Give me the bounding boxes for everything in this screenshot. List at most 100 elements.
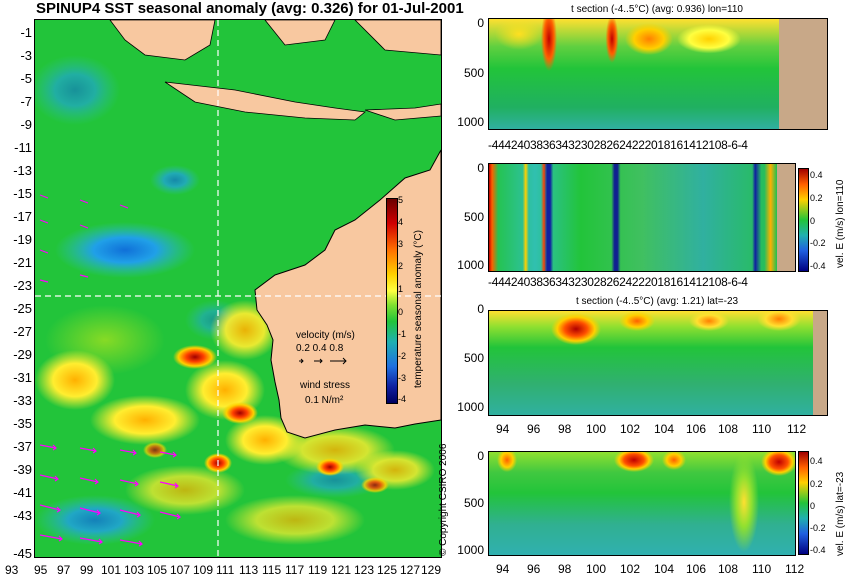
lat-tick: -13: [13, 163, 32, 178]
colorbar-tick: 0.4: [810, 170, 823, 180]
depth-tick: 500: [463, 496, 484, 510]
land-mask: [813, 311, 827, 415]
panel-1-title: t section (-4..5°C) (avg: 0.936) lon=110: [571, 4, 743, 15]
colorbar-tick: 1: [398, 284, 404, 294]
lon-tick: 104: [654, 562, 675, 576]
lat-tick: -21: [13, 255, 32, 270]
lat-tick: -41: [13, 485, 32, 500]
depth-tick: 0: [477, 161, 484, 175]
lon-tick: 127: [400, 563, 421, 577]
panel-4-side-label: vel. E (m/s) lat=-23: [835, 471, 846, 556]
panel-2-plot: [488, 163, 796, 272]
lat-tick: -1: [20, 25, 32, 40]
colorbar-tick: 0: [398, 307, 404, 317]
map-title: SPINUP4 SST seasonal anomaly (avg: 0.326…: [36, 0, 464, 17]
depth-tick: 1000: [457, 115, 484, 129]
colorbar-tick: 0.2: [810, 193, 823, 203]
colorbar-tick: -0.4: [810, 261, 826, 271]
lon-tick: 98: [558, 562, 572, 576]
panel-2-side-label: vel. E (m/s) lon=110: [835, 179, 846, 268]
copyright-notice: © Copyright CSIRO 2006: [438, 443, 449, 556]
lat-tick: -15: [13, 186, 32, 201]
lon-tick: 97: [57, 563, 71, 577]
lon-tick: 98: [558, 422, 572, 436]
lon-tick: 125: [377, 563, 398, 577]
velocity-legend-title: velocity (m/s): [296, 330, 355, 341]
colorbar-tick: 2: [398, 261, 404, 271]
panel-2-colorbar: [798, 168, 809, 272]
lon-tick: 117: [285, 563, 305, 577]
lon-tick: 93: [5, 563, 19, 577]
depth-tick: 500: [463, 351, 484, 365]
lon-tick: 113: [239, 563, 259, 577]
lat-tick: -3: [20, 48, 32, 63]
lon-tick: 119: [308, 563, 328, 577]
lon-tick: 102: [620, 422, 641, 436]
lon-tick: 106: [686, 422, 707, 436]
lon-tick: 121: [331, 563, 352, 577]
colorbar-tick: -0.2: [810, 523, 826, 533]
lat-tick: -37: [13, 439, 32, 454]
lat-tick: -25: [13, 301, 32, 316]
panel-4-plot: [488, 451, 796, 556]
lon-tick: 110: [752, 562, 772, 576]
lon-tick: 94: [496, 562, 510, 576]
lon-tick: 94: [496, 422, 510, 436]
depth-tick: 500: [463, 210, 484, 224]
lon-tick: 101: [101, 563, 122, 577]
lon-tick: 129: [421, 563, 442, 577]
lon-tick: 96: [527, 422, 541, 436]
sst-anomaly-map: [35, 20, 441, 557]
colorbar-tick: 5: [398, 195, 404, 205]
lat-tick: -33: [13, 393, 32, 408]
colorbar-tick: 0: [810, 216, 816, 226]
lon-tick: 95: [34, 563, 48, 577]
lat-tick: -43: [13, 508, 32, 523]
lon-tick: 109: [193, 563, 214, 577]
wind-stress-value: 0.1 N/m²: [305, 395, 344, 406]
panel-1-x-axis: -4442403836343230282624222018161412108-6…: [488, 138, 748, 152]
lon-tick: 112: [785, 562, 805, 576]
depth-tick: 0: [477, 16, 484, 30]
panel-4-colorbar: [798, 451, 809, 555]
lon-tick: 104: [654, 422, 675, 436]
wind-stress-title: wind stress: [300, 380, 351, 391]
lon-tick: 108: [718, 422, 739, 436]
lat-tick: -45: [13, 546, 32, 561]
depth-tick: 1000: [457, 543, 484, 557]
lat-tick: -27: [13, 324, 32, 339]
depth-tick: 0: [477, 449, 484, 463]
colorbar-tick: -4: [398, 394, 407, 404]
panel-2-x-axis: -4442403836343230282624222018161412108-6…: [488, 275, 748, 289]
colorbar-tick: -1: [398, 329, 407, 339]
lon-tick: 96: [527, 562, 541, 576]
panel-1-plot: [488, 18, 828, 130]
land-mask: [777, 164, 795, 271]
map-plot: [34, 19, 442, 558]
lon-tick: 112: [787, 422, 807, 436]
colorbar-tick: 4: [398, 217, 404, 227]
lon-tick: 111: [216, 563, 235, 577]
lon-tick: 103: [124, 563, 145, 577]
colorbar-tick: -2: [398, 351, 407, 361]
lon-tick: 99: [80, 563, 94, 577]
lon-tick: 106: [686, 562, 707, 576]
lat-tick: -11: [14, 140, 32, 155]
sst-colorbar: [386, 198, 398, 404]
lat-tick: -29: [13, 347, 32, 362]
depth-tick: 1000: [457, 400, 484, 414]
lon-tick: 100: [586, 562, 607, 576]
panel-3-plot: [488, 310, 828, 416]
lon-tick: 123: [354, 563, 375, 577]
velocity-legend-values: 0.2 0.4 0.8: [296, 343, 344, 354]
depth-tick: 0: [477, 302, 484, 316]
lat-tick: -23: [13, 278, 32, 293]
lat-tick: -17: [13, 209, 32, 224]
lon-tick: 100: [586, 422, 607, 436]
lat-tick: -19: [13, 232, 32, 247]
colorbar-label: temperature seasonal anomaly (°C): [413, 230, 424, 388]
colorbar-tick: -3: [398, 373, 407, 383]
colorbar-tick: 0.4: [810, 456, 823, 466]
colorbar-tick: 0.2: [810, 479, 823, 489]
lat-tick: -7: [20, 94, 32, 109]
